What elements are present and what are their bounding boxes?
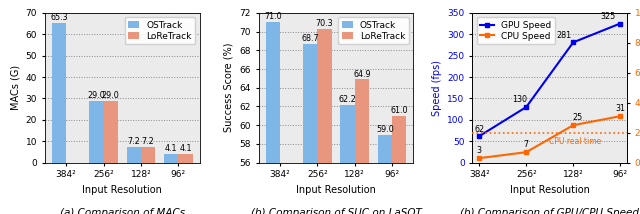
Text: (a) Comparison of MACs: (a) Comparison of MACs bbox=[60, 208, 185, 214]
CPU Speed bbox=[476, 157, 483, 159]
Y-axis label: MACs (G): MACs (G) bbox=[10, 65, 20, 110]
Bar bbox=[303, 44, 317, 214]
GPU Speed bbox=[522, 106, 530, 108]
Text: 68.7: 68.7 bbox=[301, 34, 319, 43]
Text: 29.0: 29.0 bbox=[88, 91, 106, 100]
Text: 64.9: 64.9 bbox=[353, 70, 371, 79]
GPU Speed bbox=[476, 135, 483, 137]
Line: CPU Speed: CPU Speed bbox=[477, 114, 623, 160]
Bar bbox=[355, 79, 369, 214]
Legend: OSTrack, LoReTrack: OSTrack, LoReTrack bbox=[339, 17, 409, 44]
Text: 70.3: 70.3 bbox=[316, 19, 333, 28]
Text: 4.1: 4.1 bbox=[165, 144, 177, 153]
Text: 7.2: 7.2 bbox=[127, 137, 140, 146]
GPU Speed bbox=[616, 22, 624, 25]
Bar bbox=[164, 154, 179, 163]
Bar bbox=[378, 135, 392, 214]
X-axis label: Input Resolution: Input Resolution bbox=[83, 185, 162, 195]
Bar bbox=[141, 147, 156, 163]
Text: 62.2: 62.2 bbox=[339, 95, 356, 104]
Bar bbox=[392, 116, 406, 214]
Text: 3: 3 bbox=[477, 146, 482, 155]
Bar bbox=[52, 23, 66, 163]
Bar bbox=[179, 154, 193, 163]
GPU Speed bbox=[570, 41, 577, 44]
Y-axis label: Success Score (%): Success Score (%) bbox=[224, 43, 234, 132]
Bar bbox=[266, 22, 280, 214]
Bar bbox=[127, 147, 141, 163]
Text: 29.0: 29.0 bbox=[102, 91, 120, 100]
Line: GPU Speed: GPU Speed bbox=[477, 21, 623, 138]
Text: 25: 25 bbox=[573, 113, 583, 122]
Bar bbox=[317, 29, 332, 214]
Text: 65.3: 65.3 bbox=[50, 13, 68, 22]
Y-axis label: Speed (fps): Speed (fps) bbox=[432, 60, 442, 116]
Bar bbox=[340, 105, 355, 214]
Text: (b) Comparison of SUC on LaSOT: (b) Comparison of SUC on LaSOT bbox=[251, 208, 421, 214]
Text: 281: 281 bbox=[556, 31, 572, 40]
Bar bbox=[104, 101, 118, 163]
Text: 71.0: 71.0 bbox=[264, 12, 282, 21]
CPU Speed bbox=[522, 151, 530, 153]
X-axis label: Input Resolution: Input Resolution bbox=[296, 185, 376, 195]
Text: 31: 31 bbox=[615, 104, 625, 113]
X-axis label: Input Resolution: Input Resolution bbox=[510, 185, 589, 195]
Text: 4.1: 4.1 bbox=[179, 144, 192, 153]
Legend: OSTrack, LoReTrack: OSTrack, LoReTrack bbox=[125, 17, 195, 44]
Text: 130: 130 bbox=[512, 95, 527, 104]
Text: (b) Comparison of GPU/CPU Speed: (b) Comparison of GPU/CPU Speed bbox=[460, 208, 639, 214]
CPU Speed bbox=[570, 124, 577, 126]
Text: 325: 325 bbox=[601, 12, 616, 21]
Text: 61.0: 61.0 bbox=[390, 106, 408, 115]
Text: 7: 7 bbox=[524, 140, 529, 149]
Text: CPU real time: CPU real time bbox=[549, 137, 602, 146]
Text: 7.2: 7.2 bbox=[141, 137, 154, 146]
Legend: GPU Speed, CPU Speed: GPU Speed, CPU Speed bbox=[477, 17, 555, 44]
CPU Speed bbox=[616, 115, 624, 117]
Text: 62: 62 bbox=[474, 125, 484, 134]
Bar bbox=[90, 101, 104, 163]
Text: 59.0: 59.0 bbox=[376, 125, 394, 134]
